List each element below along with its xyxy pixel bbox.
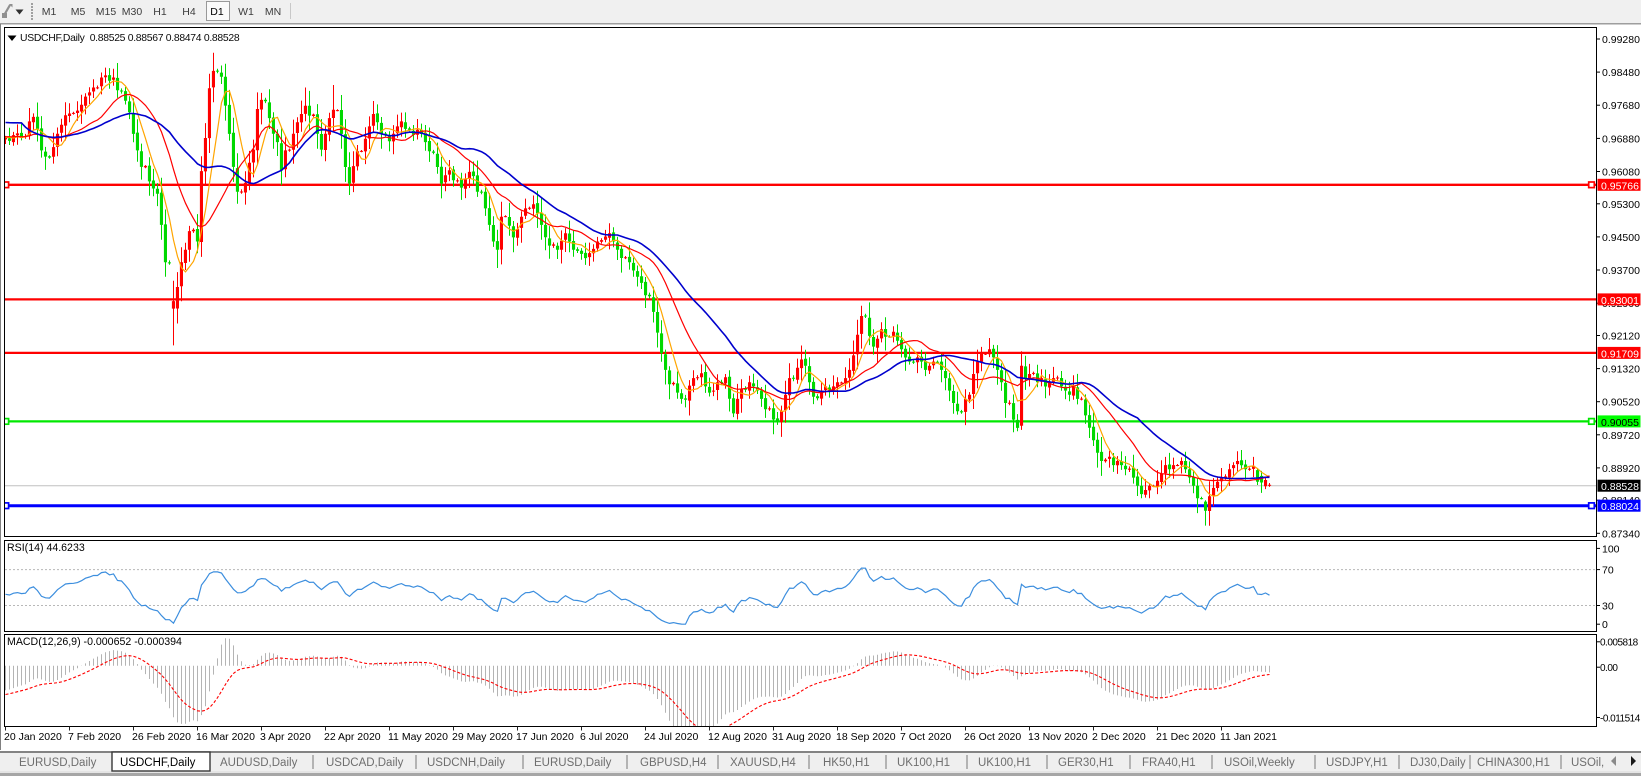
svg-text:GBPUSD,H4: GBPUSD,H4 (640, 757, 707, 769)
svg-text:UK100,H1: UK100,H1 (897, 757, 950, 769)
svg-text:W1: W1 (238, 6, 254, 18)
svg-text:USOil,: USOil, (1571, 757, 1604, 769)
svg-text:MN: MN (265, 6, 281, 18)
svg-text:0.88528: 0.88528 (1601, 481, 1639, 493)
svg-text:CHINA300,H1: CHINA300,H1 (1477, 757, 1550, 769)
svg-text:3 Apr 2020: 3 Apr 2020 (260, 731, 311, 743)
svg-text:22 Apr 2020: 22 Apr 2020 (324, 731, 381, 743)
svg-text:0.90055: 0.90055 (1601, 417, 1639, 429)
svg-text:UK100,H1: UK100,H1 (978, 757, 1031, 769)
svg-text:M15: M15 (96, 6, 117, 18)
svg-text:MACD(12,26,9) -0.000652 -0.000: MACD(12,26,9) -0.000652 -0.000394 (7, 636, 182, 648)
svg-text:AUDUSD,Daily: AUDUSD,Daily (220, 757, 298, 769)
svg-text:RSI(14) 44.6233: RSI(14) 44.6233 (7, 542, 85, 554)
svg-text:M5: M5 (71, 6, 86, 18)
svg-text:70: 70 (1602, 565, 1614, 577)
svg-text:USOil,Weekly: USOil,Weekly (1224, 757, 1295, 769)
svg-text:16 Mar 2020: 16 Mar 2020 (196, 731, 255, 743)
svg-text:0.90520: 0.90520 (1602, 397, 1640, 409)
svg-text:0.97680: 0.97680 (1602, 100, 1640, 112)
svg-text:0.96880: 0.96880 (1602, 133, 1640, 145)
svg-text:0.91709: 0.91709 (1601, 348, 1639, 360)
svg-text:100: 100 (1602, 543, 1620, 555)
svg-text:-0.011514: -0.011514 (1600, 713, 1641, 724)
svg-text:DJ30,Daily: DJ30,Daily (1410, 757, 1466, 769)
svg-text:EURUSD,Daily: EURUSD,Daily (534, 757, 612, 769)
svg-text:29 May 2020: 29 May 2020 (452, 731, 513, 743)
svg-text:0.98480: 0.98480 (1602, 67, 1640, 79)
svg-text:0.88024: 0.88024 (1601, 501, 1639, 513)
svg-text:USDJPY,H1: USDJPY,H1 (1326, 757, 1388, 769)
svg-text:M1: M1 (42, 6, 57, 18)
svg-text:0.92120: 0.92120 (1602, 331, 1640, 343)
svg-text:11 Jan 2021: 11 Jan 2021 (1220, 731, 1277, 743)
svg-text:USDCAD,Daily: USDCAD,Daily (326, 757, 404, 769)
svg-text:31 Aug 2020: 31 Aug 2020 (772, 731, 831, 743)
svg-text:24 Jul 2020: 24 Jul 2020 (644, 731, 698, 743)
svg-text:0.93700: 0.93700 (1602, 265, 1640, 277)
svg-text:12 Aug 2020: 12 Aug 2020 (708, 731, 767, 743)
svg-text:20 Jan 2020: 20 Jan 2020 (4, 731, 62, 743)
svg-text:21 Dec 2020: 21 Dec 2020 (1156, 731, 1216, 743)
svg-text:0: 0 (1602, 619, 1608, 631)
svg-text:0.87340: 0.87340 (1602, 528, 1640, 540)
svg-text:0.94500: 0.94500 (1602, 232, 1640, 244)
svg-text:0.95766: 0.95766 (1601, 180, 1639, 192)
svg-text:7 Oct 2020: 7 Oct 2020 (900, 731, 952, 743)
svg-text:H1: H1 (153, 6, 167, 18)
svg-text:0.00: 0.00 (1600, 663, 1618, 674)
svg-text:H4: H4 (182, 6, 196, 18)
svg-text:USDCNH,Daily: USDCNH,Daily (427, 757, 505, 769)
svg-text:30: 30 (1602, 601, 1614, 613)
svg-text:2 Dec 2020: 2 Dec 2020 (1092, 731, 1146, 743)
svg-text:0.93001: 0.93001 (1601, 295, 1639, 307)
svg-text:XAUUSD,H4: XAUUSD,H4 (730, 757, 796, 769)
svg-text:0.96080: 0.96080 (1602, 167, 1640, 179)
svg-text:D1: D1 (210, 6, 224, 18)
svg-text:13 Nov 2020: 13 Nov 2020 (1028, 731, 1088, 743)
svg-text:0.89720: 0.89720 (1602, 430, 1640, 442)
svg-text:USDCHF,Daily: USDCHF,Daily (120, 757, 196, 769)
svg-text:11 May 2020: 11 May 2020 (388, 731, 448, 743)
svg-text:7 Feb 2020: 7 Feb 2020 (68, 731, 121, 743)
svg-text:EURUSD,Daily: EURUSD,Daily (19, 757, 97, 769)
svg-text:0.99280: 0.99280 (1602, 34, 1640, 46)
svg-text:USDCHF,Daily 0.88525 0.88567: USDCHF,Daily 0.88525 0.88567 0.88474 0.8… (20, 33, 240, 44)
svg-text:0.91320: 0.91320 (1602, 364, 1640, 376)
svg-text:GER30,H1: GER30,H1 (1058, 757, 1114, 769)
svg-text:0.005818: 0.005818 (1600, 638, 1639, 649)
svg-text:6 Jul 2020: 6 Jul 2020 (580, 731, 629, 743)
svg-text:M30: M30 (122, 6, 143, 18)
svg-text:26 Oct 2020: 26 Oct 2020 (964, 731, 1021, 743)
svg-text:0.88920: 0.88920 (1602, 463, 1640, 475)
svg-text:17 Jun 2020: 17 Jun 2020 (516, 731, 574, 743)
svg-text:26 Feb 2020: 26 Feb 2020 (132, 731, 191, 743)
svg-text:FRA40,H1: FRA40,H1 (1142, 757, 1196, 769)
svg-text:18 Sep 2020: 18 Sep 2020 (836, 731, 896, 743)
svg-text:HK50,H1: HK50,H1 (823, 757, 870, 769)
svg-text:0.95300: 0.95300 (1602, 199, 1640, 211)
